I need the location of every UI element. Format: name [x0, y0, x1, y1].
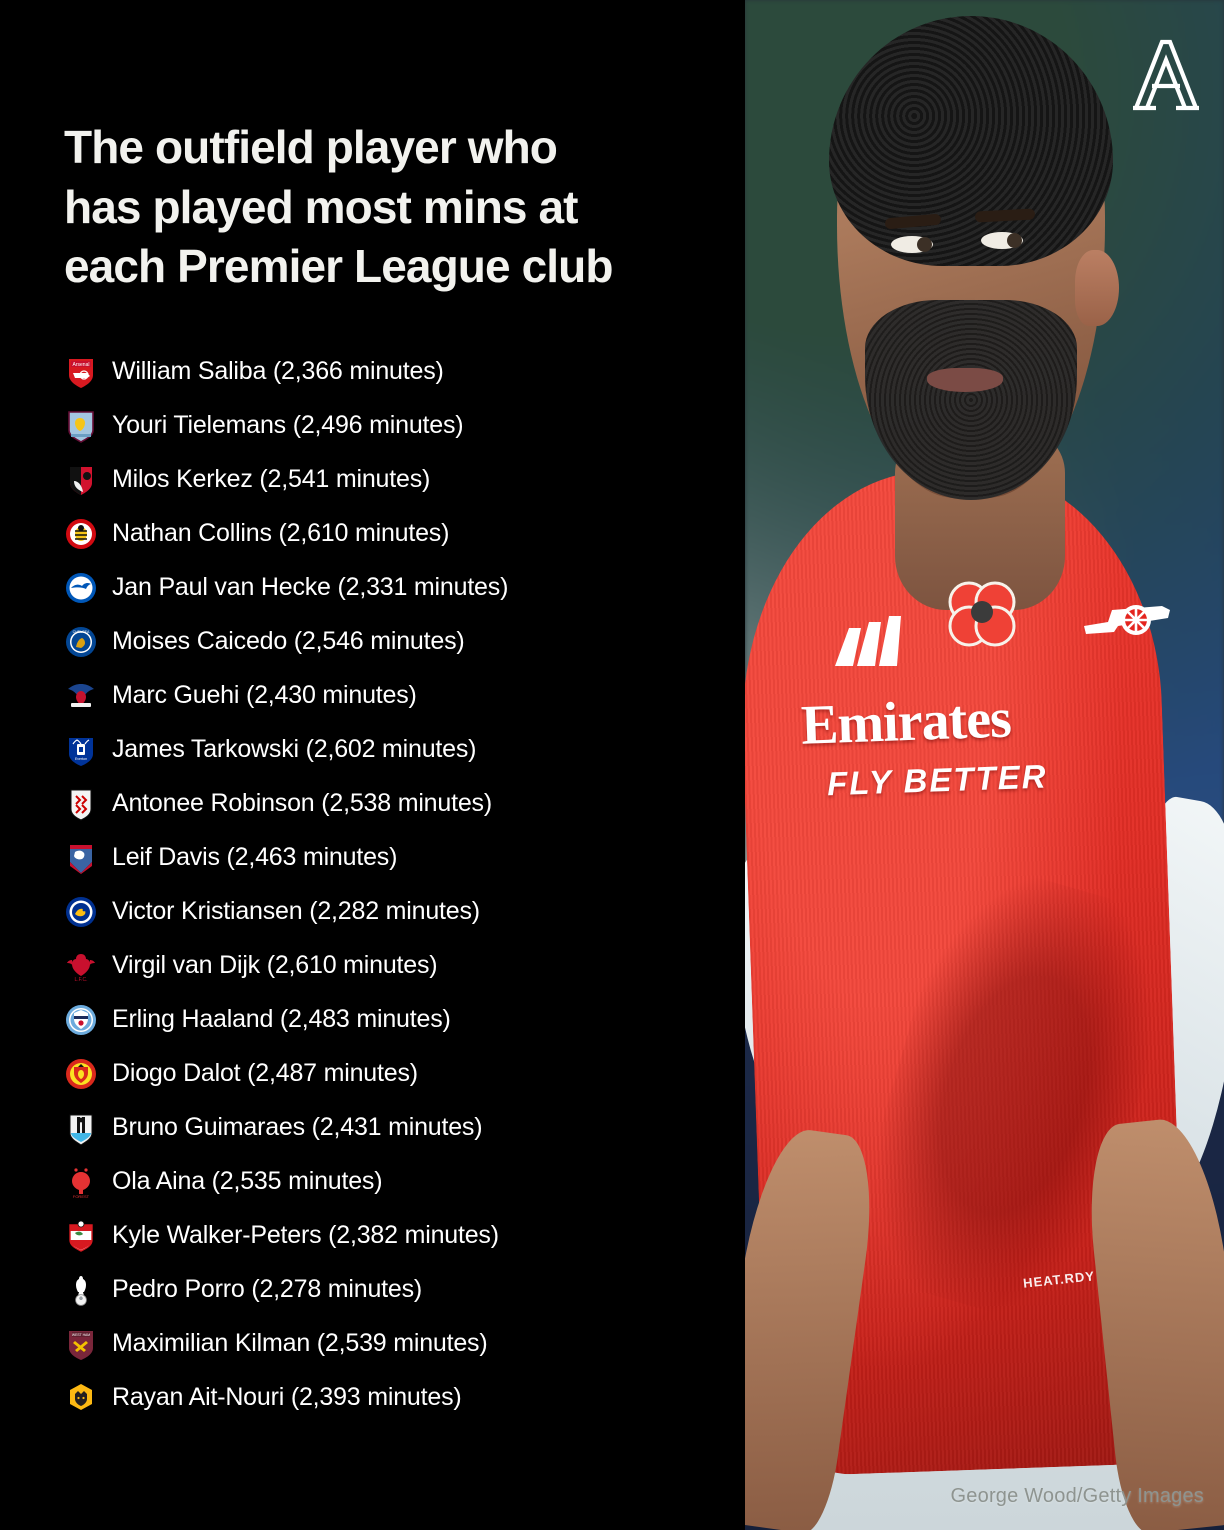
list-item: Rayan Ait-Nouri (2,393 minutes): [64, 1371, 745, 1425]
adidas-logo-icon: [831, 612, 909, 670]
club-crest-icon: [64, 1273, 98, 1307]
player-minutes-label: Virgil van Dijk (2,610 minutes): [112, 951, 438, 980]
club-crest-icon: WEST HAM: [64, 1327, 98, 1361]
player-minutes-label: Bruno Guimaraes (2,431 minutes): [112, 1113, 483, 1142]
player-photo: Emirates FLY BETTER HEAT.RDY George Wood…: [745, 0, 1224, 1530]
player-minutes-label: Diogo Dalot (2,487 minutes): [112, 1059, 418, 1088]
list-item: Marc Guehi (2,430 minutes): [64, 669, 745, 723]
list-item: Kyle Walker-Peters (2,382 minutes): [64, 1209, 745, 1263]
mouth: [927, 368, 1003, 392]
club-crest-icon: [64, 895, 98, 929]
headline-line-3: each Premier League club: [64, 240, 613, 293]
club-crest-icon: CHELSEA: [64, 625, 98, 659]
list-item: Leif Davis (2,463 minutes): [64, 831, 745, 885]
club-crest-icon: Arsenal: [64, 355, 98, 389]
player-minutes-label: Leif Davis (2,463 minutes): [112, 843, 398, 872]
list-item: WEST HAM Maximilian Kilman (2,539 minutes…: [64, 1317, 745, 1371]
list-item: Diogo Dalot (2,487 minutes): [64, 1047, 745, 1101]
list-item: Arsenal William Saliba (2,366 minutes): [64, 345, 745, 399]
club-crest-icon: [64, 463, 98, 497]
player-minutes-label: James Tarkowski (2,602 minutes): [112, 735, 477, 764]
list-item: Milos Kerkez (2,541 minutes): [64, 453, 745, 507]
beard: [865, 300, 1077, 500]
player-minutes-label: Antonee Robinson (2,538 minutes): [112, 789, 492, 818]
list-item: Bruno Guimaraes (2,431 minutes): [64, 1101, 745, 1155]
svg-text:FOREST: FOREST: [73, 1194, 90, 1199]
list-item: Youri Tielemans (2,496 minutes): [64, 399, 745, 453]
hair: [829, 16, 1113, 266]
list-item: Antonee Robinson (2,538 minutes): [64, 777, 745, 831]
list-item: Nathan Collins (2,610 minutes): [64, 507, 745, 561]
club-crest-icon: [64, 787, 98, 821]
club-crest-icon: [64, 841, 98, 875]
club-crest-icon: [64, 517, 98, 551]
list-item: FOREST Ola Aina (2,535 minutes): [64, 1155, 745, 1209]
list-item: Everton James Tarkowski (2,602 minutes): [64, 723, 745, 777]
club-crest-icon: [64, 1219, 98, 1253]
player-minutes-label: Victor Kristiansen (2,282 minutes): [112, 897, 480, 926]
svg-text:CHELSEA: CHELSEA: [73, 630, 90, 634]
pupil-right: [1007, 233, 1022, 248]
list-item: Pedro Porro (2,278 minutes): [64, 1263, 745, 1317]
player-minutes-label: William Saliba (2,366 minutes): [112, 357, 444, 386]
svg-text:L.F.C.: L.F.C.: [74, 977, 87, 983]
list-item: Jan Paul van Hecke (2,331 minutes): [64, 561, 745, 615]
list-item: Victor Kristiansen (2,282 minutes): [64, 885, 745, 939]
player-minutes-label: Kyle Walker-Peters (2,382 minutes): [112, 1221, 499, 1250]
svg-text:Everton: Everton: [75, 757, 87, 761]
list-item: Erling Haaland (2,483 minutes): [64, 993, 745, 1047]
pupil-left: [917, 237, 932, 252]
club-crest-icon: [64, 409, 98, 443]
headline-line-1: The outfield player who: [64, 121, 558, 173]
player-minutes-label: Maximilian Kilman (2,539 minutes): [112, 1329, 488, 1358]
player-minutes-label: Ola Aina (2,535 minutes): [112, 1167, 383, 1196]
player-minutes-label: Milos Kerkez (2,541 minutes): [112, 465, 431, 494]
club-crest-icon: [64, 1111, 98, 1145]
club-crest-icon: FOREST: [64, 1165, 98, 1199]
the-athletic-logo-icon: [1130, 36, 1202, 114]
page-title: The outfield player who has played most …: [64, 118, 664, 297]
club-crest-icon: [64, 1057, 98, 1091]
list-item: CHELSEA Moises Caicedo (2,546 minutes): [64, 615, 745, 669]
player-minutes-label: Moises Caicedo (2,546 minutes): [112, 627, 465, 656]
player-minutes-label: Youri Tielemans (2,496 minutes): [112, 411, 464, 440]
club-crest-icon: L.F.C.: [64, 949, 98, 983]
headline-line-2: has played most mins at: [64, 180, 578, 233]
photo-credit: George Wood/Getty Images: [950, 1485, 1204, 1507]
club-crest-icon: [64, 1381, 98, 1415]
club-crest-icon: [64, 679, 98, 713]
ear: [1075, 250, 1119, 326]
list-item: L.F.C. Virgil van Dijk (2,610 minutes): [64, 939, 745, 993]
player-minutes-label: Erling Haaland (2,483 minutes): [112, 1005, 451, 1034]
kit-sponsor-text: Emirates: [800, 687, 1012, 757]
remembrance-poppy-icon: [945, 578, 1019, 650]
list-panel: The outfield player who has played most …: [64, 118, 745, 1425]
svg-text:WEST HAM: WEST HAM: [72, 1333, 90, 1337]
svg-text:Arsenal: Arsenal: [73, 362, 90, 368]
club-list: Arsenal William Saliba (2,366 minutes) You…: [64, 345, 745, 1425]
player-minutes-label: Jan Paul van Hecke (2,331 minutes): [112, 573, 509, 602]
player-minutes-label: Marc Guehi (2,430 minutes): [112, 681, 417, 710]
player-minutes-label: Pedro Porro (2,278 minutes): [112, 1275, 423, 1304]
player-minutes-label: Nathan Collins (2,610 minutes): [112, 519, 450, 548]
player-minutes-label: Rayan Ait-Nouri (2,393 minutes): [112, 1383, 462, 1412]
club-crest-icon: [64, 571, 98, 605]
club-crest-icon: [64, 1003, 98, 1037]
club-crest-icon: Everton: [64, 733, 98, 767]
arsenal-cannon-icon: [1078, 596, 1174, 640]
